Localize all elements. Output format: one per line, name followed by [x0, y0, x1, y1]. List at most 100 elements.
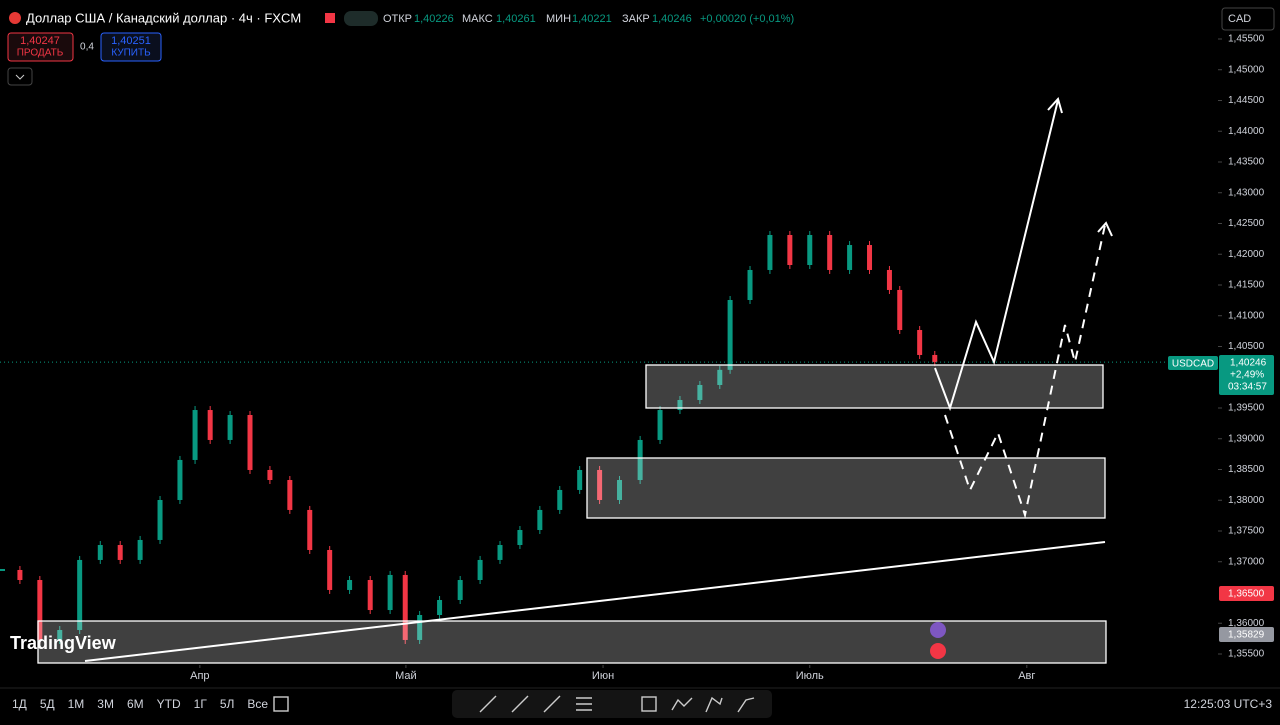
range-button[interactable]: 1Д	[12, 697, 27, 711]
symbol-title: Доллар США / Канадский доллар · 4ч · FXC…	[26, 10, 301, 25]
candle	[307, 509, 313, 550]
arrow-head	[1097, 221, 1113, 237]
range-button[interactable]: 5Д	[40, 697, 55, 711]
range-button[interactable]: Все	[247, 697, 268, 711]
candle	[807, 234, 813, 266]
low-level: 1,35829	[1228, 630, 1265, 641]
candle	[477, 559, 483, 581]
sell-label[interactable]: ПРОДАТЬ	[17, 48, 64, 59]
range-button[interactable]: 6М	[127, 697, 144, 711]
drawings	[37, 364, 1107, 664]
sell-button[interactable]	[7, 32, 74, 62]
range-button[interactable]: 3М	[97, 697, 114, 711]
buy-button[interactable]	[100, 32, 162, 62]
candle	[157, 499, 163, 540]
y-tick-label: 1,41000	[1228, 310, 1265, 321]
y-tick-label: 1,38000	[1228, 495, 1265, 506]
y-tick-label: 1,35500	[1228, 649, 1265, 660]
candle	[867, 245, 873, 270]
logo: TradingView	[10, 633, 117, 653]
spread: 0,4	[80, 42, 94, 53]
marker	[325, 13, 335, 23]
range-button[interactable]: 1Г	[194, 697, 208, 711]
candle	[37, 580, 43, 640]
label: ОТКР	[383, 13, 412, 25]
candle	[597, 469, 603, 500]
label: МИН	[546, 13, 571, 25]
candle	[497, 545, 503, 560]
symbol-badge	[1168, 356, 1218, 370]
x-tick-label: Авг	[1018, 670, 1035, 682]
candle	[137, 539, 143, 560]
y-tick-label: 1,39000	[1228, 433, 1265, 444]
buy-price[interactable]: 1,40251	[111, 35, 151, 47]
symbol-badge-text: USDCAD	[1172, 359, 1214, 370]
candle	[267, 469, 273, 481]
candle	[717, 369, 723, 385]
candle	[517, 530, 523, 546]
candle	[347, 580, 353, 590]
zone	[586, 457, 1106, 519]
y-tick-label: 1,43000	[1228, 187, 1265, 198]
level-badge	[1219, 586, 1274, 601]
candle	[657, 410, 663, 440]
candle	[57, 630, 63, 640]
y-tick-label: 1,45500	[1228, 34, 1265, 45]
countdown: 03:34:57	[1228, 382, 1267, 393]
candle	[327, 549, 333, 590]
x-tick-label: Май	[395, 670, 417, 682]
candle	[617, 480, 623, 500]
tool-icons[interactable]	[273, 695, 755, 713]
candle	[886, 269, 892, 290]
candle	[787, 234, 793, 266]
candle	[677, 399, 683, 411]
y-tick-label: 1,39500	[1228, 403, 1265, 414]
candle	[847, 245, 853, 270]
currency-button[interactable]	[1221, 7, 1275, 31]
y-tick-label: 1,41500	[1228, 280, 1265, 291]
sell-price[interactable]: 1,40247	[20, 35, 60, 47]
zone	[645, 364, 1104, 409]
arrow	[934, 99, 1059, 412]
value: 1,40221	[572, 13, 612, 25]
y-tick-label: 1,42500	[1228, 218, 1265, 229]
candle	[727, 299, 733, 370]
label: МАКС	[462, 13, 493, 25]
drawing-toolbar	[452, 690, 772, 718]
currency[interactable]: CAD	[1228, 13, 1251, 25]
status	[344, 11, 378, 26]
y-tick-label: 1,43500	[1228, 157, 1265, 168]
y-tick-label: 1,42000	[1228, 249, 1265, 260]
value: 1,40261	[496, 13, 536, 25]
candle	[457, 580, 463, 600]
candle	[402, 574, 408, 640]
chevron	[15, 74, 25, 80]
range-button[interactable]: YTD	[157, 697, 181, 711]
candle	[437, 599, 443, 616]
candle	[897, 289, 903, 331]
candle	[97, 545, 103, 560]
event-icon[interactable]	[930, 622, 946, 638]
symbol-icon	[9, 12, 21, 24]
range-button[interactable]: 5Л	[220, 697, 235, 711]
x-tick-label: Июль	[796, 670, 824, 682]
candle	[117, 545, 123, 560]
y-tick-label: 1,38500	[1228, 464, 1265, 475]
candle	[767, 234, 773, 270]
arrow-head	[1047, 96, 1063, 114]
collapse-button[interactable]	[7, 67, 33, 86]
range-button[interactable]: 1М	[68, 697, 85, 711]
candle	[932, 354, 938, 363]
trendline	[84, 541, 1106, 662]
dashed-arrow	[944, 224, 1106, 519]
candle	[287, 480, 293, 510]
event-icon[interactable]	[930, 643, 946, 659]
y-tick-label: 1,37500	[1228, 526, 1265, 537]
candle	[747, 269, 753, 300]
candle	[917, 330, 923, 355]
y-tick-label: 1,44500	[1228, 95, 1265, 106]
candle	[0, 568, 5, 571]
buy-label[interactable]: КУПИТЬ	[111, 48, 151, 59]
level: 1,36500	[1228, 589, 1265, 600]
